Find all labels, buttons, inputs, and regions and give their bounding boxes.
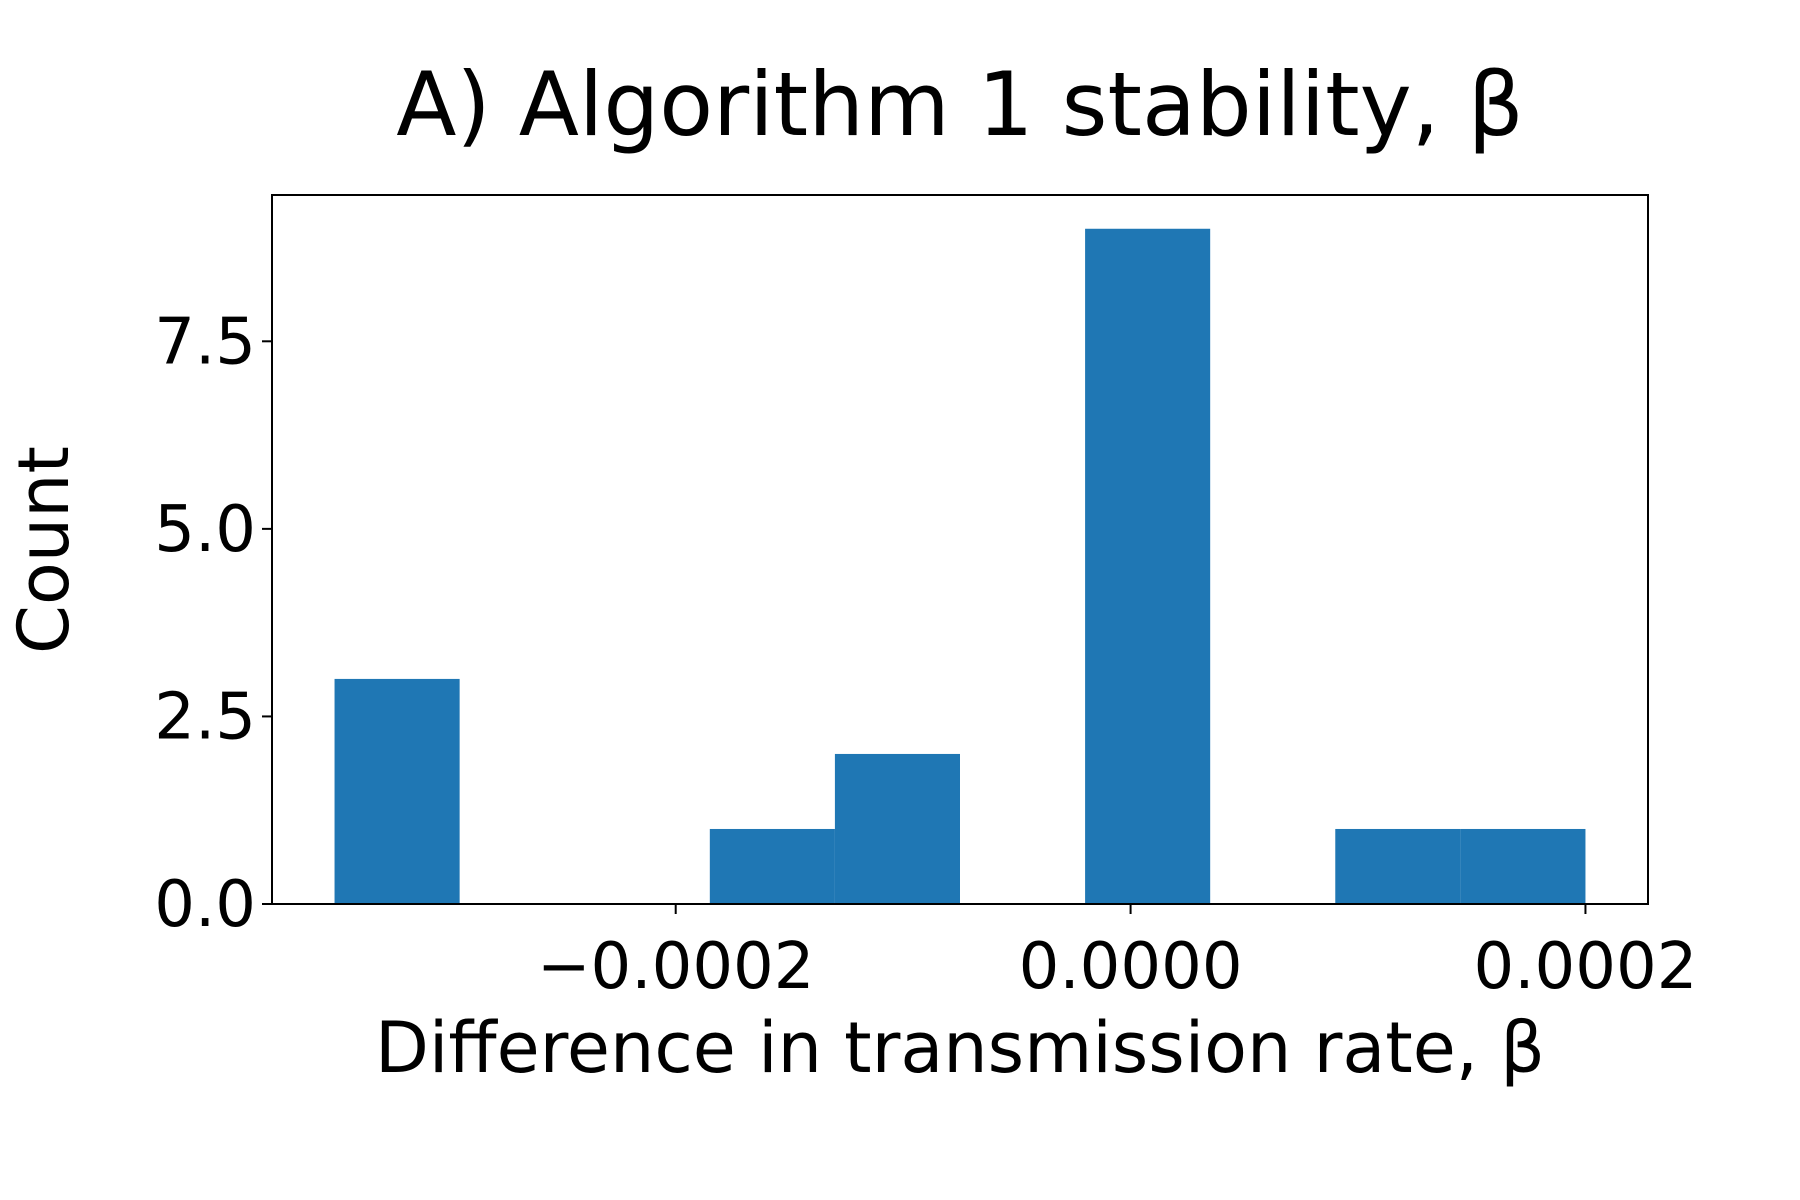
chart-title: A) Algorithm 1 stability, β [396, 53, 1524, 156]
x-tick-label: 0.0000 [1019, 930, 1243, 1004]
bar [1460, 828, 1586, 904]
y-axis-label: Count [3, 446, 85, 654]
y-tick-label: 2.5 [154, 680, 256, 754]
y-tick-label: 7.5 [154, 305, 256, 379]
bar [709, 828, 835, 904]
bar [1085, 228, 1211, 904]
bar [1335, 828, 1461, 904]
x-axis-label: Difference in transmission rate, β [375, 1007, 1545, 1089]
x-tick-label: 0.0002 [1473, 930, 1697, 1004]
axes-frame [271, 194, 1649, 905]
x-tick-label: −0.0002 [537, 930, 815, 1004]
y-tick-label: 0.0 [154, 868, 256, 942]
bar [334, 678, 460, 904]
y-tick-label: 5.0 [154, 493, 256, 567]
bar [834, 753, 960, 904]
